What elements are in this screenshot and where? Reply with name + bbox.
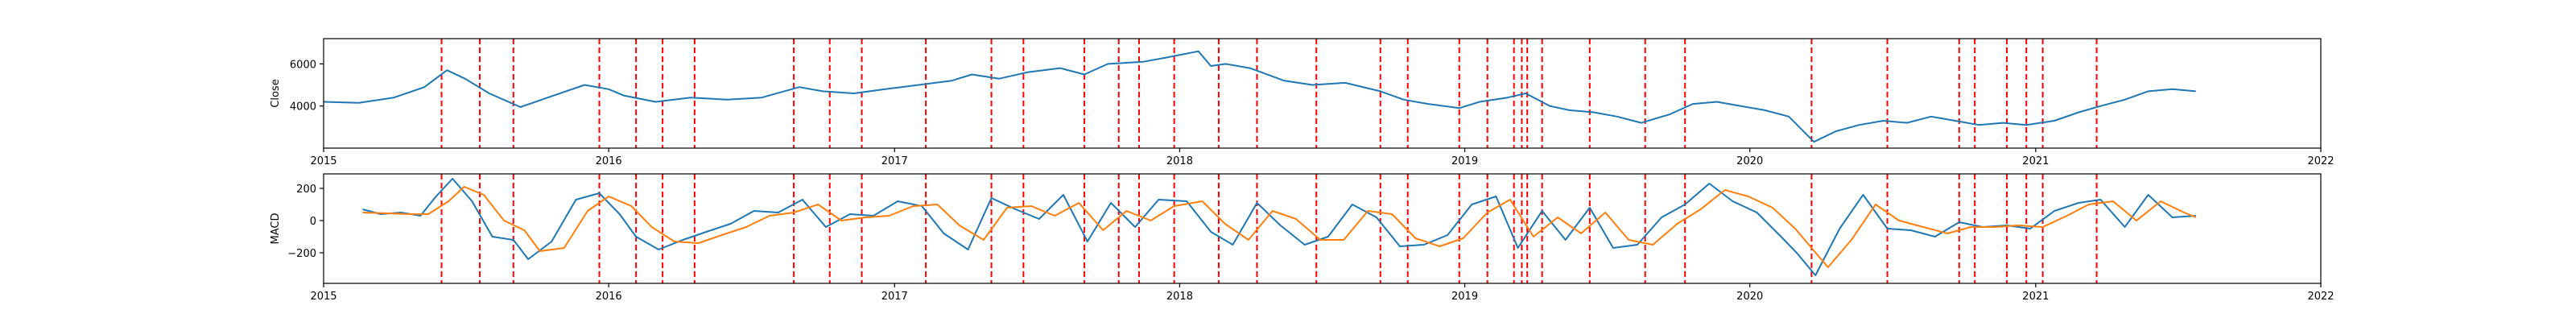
close-panel: 2015 2016 2017 2018 2019 2020 2021 2022 4000 6000… xyxy=(270,38,2334,167)
macd-panel: 2015 2016 2017 2018 2019 2020 2021 2022 −200 0 200… xyxy=(270,173,2334,303)
y-tick-label: 6000 xyxy=(290,59,316,71)
x-tick-label: 2019 xyxy=(1451,155,1478,167)
y-axis-label: MACD xyxy=(270,213,282,245)
signal-series-line xyxy=(362,186,2197,268)
x-tick-label: 2018 xyxy=(1166,155,1193,167)
x-tick-label: 2017 xyxy=(881,155,908,167)
x-tick-label: 2022 xyxy=(2307,155,2334,167)
x-tick-label: 2017 xyxy=(881,291,908,303)
axes-frame xyxy=(323,38,2322,149)
axes-frame xyxy=(323,173,2322,284)
x-tick-label: 2016 xyxy=(596,291,622,303)
y-tick-label: 0 xyxy=(310,216,316,228)
y-tick-label: 4000 xyxy=(290,101,316,114)
x-tick-label: 2016 xyxy=(596,155,622,167)
macd-series-line xyxy=(362,178,2196,276)
x-tick-label: 2015 xyxy=(310,155,336,167)
x-tick-label: 2020 xyxy=(1736,291,1763,303)
x-tick-label: 2021 xyxy=(2022,291,2049,303)
x-tick-label: 2020 xyxy=(1736,155,1763,167)
x-tick-label: 2019 xyxy=(1451,291,1478,303)
y-axis-label: Close xyxy=(270,79,282,107)
x-tick-label: 2015 xyxy=(310,291,336,303)
y-tick-label: 200 xyxy=(296,184,316,196)
close-series-line xyxy=(323,50,2196,143)
x-tick-label: 2021 xyxy=(2022,155,2049,167)
x-tick-label: 2022 xyxy=(2307,291,2334,303)
y-tick-label: −200 xyxy=(287,248,316,260)
x-tick-label: 2018 xyxy=(1166,291,1193,303)
